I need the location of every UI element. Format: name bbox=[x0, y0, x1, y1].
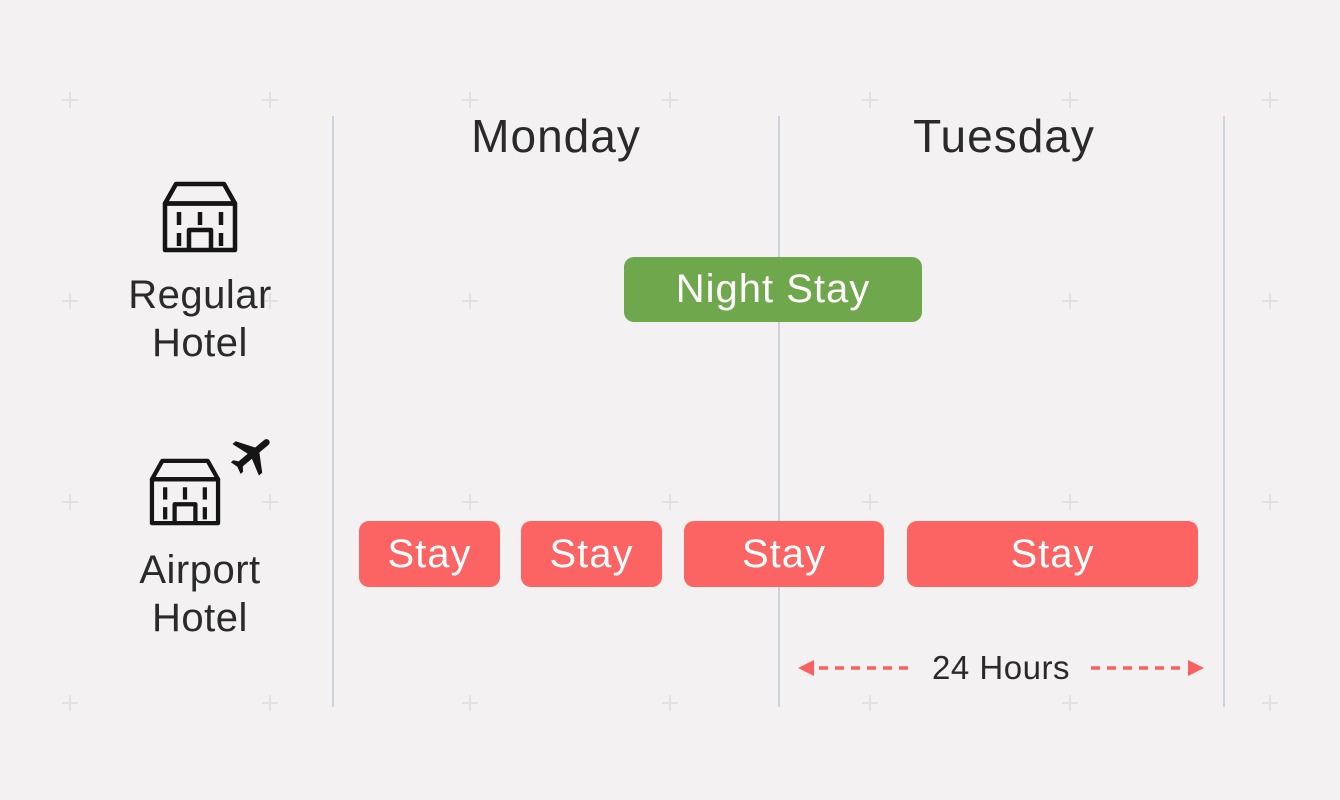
hotel-building-icon bbox=[149, 458, 221, 526]
plus-mark-icon bbox=[262, 92, 278, 108]
plus-mark-icon bbox=[662, 494, 678, 510]
plus-mark-icon bbox=[1262, 494, 1278, 510]
row-label-line: Regular bbox=[128, 273, 272, 317]
plus-mark-icon bbox=[862, 494, 878, 510]
stay-band-1: Stay bbox=[359, 521, 500, 587]
plus-mark-icon bbox=[862, 92, 878, 108]
plus-mark-icon bbox=[462, 494, 478, 510]
hotel-building-icon bbox=[162, 181, 238, 253]
plus-mark-icon bbox=[462, 92, 478, 108]
row-label-regular-hotel: Regular Hotel bbox=[60, 271, 340, 367]
arrow-left-icon bbox=[798, 660, 911, 676]
plus-mark-icon bbox=[62, 494, 78, 510]
stay-band-3: Stay bbox=[684, 521, 884, 587]
row-label-line: Hotel bbox=[152, 321, 248, 365]
row-label-line: Airport bbox=[139, 548, 261, 592]
stay-band-4: Stay bbox=[907, 521, 1198, 587]
plus-mark-icon bbox=[62, 92, 78, 108]
divider-line-left bbox=[332, 116, 334, 707]
plus-mark-icon bbox=[262, 293, 278, 309]
plus-mark-icon bbox=[62, 695, 78, 711]
plus-mark-icon bbox=[1262, 92, 1278, 108]
plus-mark-icon bbox=[1062, 293, 1078, 309]
plus-mark-icon bbox=[1062, 695, 1078, 711]
divider-line-right bbox=[1223, 116, 1225, 707]
duration-label: 24 Hours bbox=[932, 649, 1070, 686]
plus-mark-icon bbox=[662, 695, 678, 711]
row-label-airport-hotel: Airport Hotel bbox=[60, 546, 340, 642]
plus-mark-icon bbox=[1062, 92, 1078, 108]
airplane-icon bbox=[230, 439, 270, 476]
plus-mark-icon bbox=[462, 695, 478, 711]
plus-mark-icon bbox=[1062, 494, 1078, 510]
plus-mark-icon bbox=[1262, 293, 1278, 309]
plus-mark-icon bbox=[862, 695, 878, 711]
divider-line-middle bbox=[778, 116, 780, 707]
plus-mark-icon bbox=[1262, 695, 1278, 711]
column-header-tuesday: Tuesday bbox=[913, 110, 1095, 162]
plus-mark-icon bbox=[462, 293, 478, 309]
plus-mark-icon bbox=[62, 293, 78, 309]
row-label-line: Hotel bbox=[152, 596, 248, 640]
plus-mark-icon bbox=[262, 494, 278, 510]
plus-mark-icon bbox=[662, 92, 678, 108]
column-header-monday: Monday bbox=[471, 110, 641, 162]
plus-mark-icon bbox=[262, 695, 278, 711]
night-stay-band: Night Stay bbox=[624, 257, 922, 322]
stay-band-2: Stay bbox=[521, 521, 662, 587]
arrow-right-icon bbox=[1091, 660, 1204, 676]
